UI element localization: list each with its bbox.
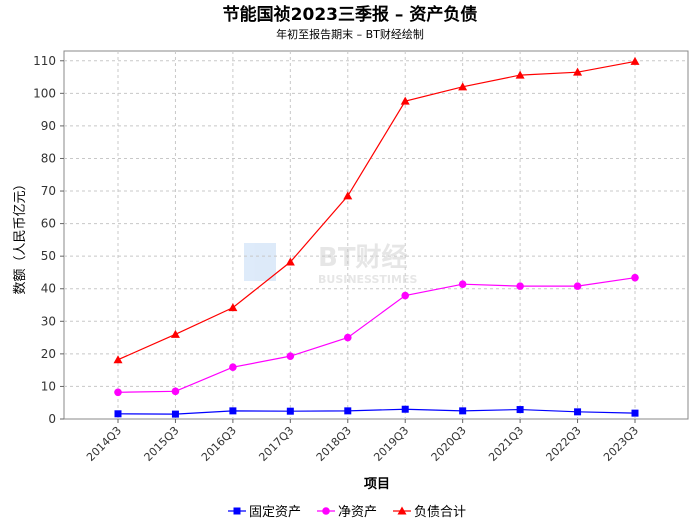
data-point	[171, 387, 180, 396]
y-tick-label: 70	[41, 184, 56, 198]
plot-area	[63, 50, 689, 420]
y-tick-label: 90	[41, 119, 56, 133]
x-tick-label: 2019Q3	[371, 424, 411, 464]
y-axis-label: 数额（人民币亿元）	[13, 177, 28, 294]
data-point	[343, 333, 352, 342]
data-point	[114, 410, 122, 418]
y-tick-label: 110	[33, 54, 56, 68]
watermark-logo-mark	[244, 243, 276, 281]
data-point	[631, 409, 639, 417]
x-tick-label: 2017Q3	[256, 424, 296, 464]
y-axis: 0 10 20 30 40 50 60 70 80 90 100 110	[33, 54, 64, 426]
y-tick-label: 20	[41, 347, 56, 361]
x-tick-label: 2014Q3	[84, 424, 124, 464]
data-point	[458, 280, 467, 288]
watermark-logo-sub: BUSINESSTIMES	[318, 273, 417, 286]
data-point	[459, 407, 467, 415]
data-point	[573, 67, 583, 76]
chart-subtitle: 年初至报告期末 – BT财经绘制	[276, 27, 424, 41]
data-point	[113, 355, 123, 364]
data-point	[516, 282, 524, 290]
legend: 固定资产 净资产 负债合计	[228, 505, 466, 520]
legend-label: 净资产	[338, 505, 377, 520]
data-point	[458, 82, 468, 91]
series-line	[117, 408, 636, 415]
y-tick-label: 80	[41, 151, 56, 165]
data-point	[229, 407, 237, 415]
legend-label: 固定资产	[249, 505, 301, 520]
data-point	[170, 329, 180, 338]
y-tick-label: 40	[41, 282, 56, 296]
chart-title: 节能国祯2023三季报 – 资产负债	[223, 4, 478, 25]
y-tick-label: 0	[48, 412, 56, 426]
data-point	[573, 282, 582, 290]
y-tick-label: 50	[41, 249, 56, 263]
series-0	[114, 405, 639, 418]
watermark-logo-text: BT财经	[318, 242, 408, 273]
data-point	[171, 410, 179, 418]
data-point	[229, 363, 237, 372]
legend-label: 负债合计	[414, 505, 466, 520]
data-point	[400, 96, 410, 105]
data-point	[228, 303, 238, 312]
legend-marker	[233, 507, 241, 515]
series-2	[113, 56, 640, 364]
grid	[64, 51, 688, 419]
data-point	[631, 273, 639, 282]
data-point	[286, 407, 294, 415]
data-point	[574, 408, 582, 416]
series-layer	[113, 56, 640, 418]
x-tick-label: 2021Q3	[486, 424, 526, 464]
data-point	[344, 407, 352, 415]
x-tick-label: 2015Q3	[142, 424, 182, 464]
x-axis: 2014Q3 2015Q3 2016Q3 2017Q3 2018Q3 2019Q3 2020…	[84, 419, 641, 464]
legend-item: 负债合计	[393, 505, 466, 520]
data-point	[285, 257, 295, 266]
series-1	[114, 273, 639, 397]
data-point	[401, 291, 410, 300]
watermark: BT财经 BUSINESSTIMES	[244, 242, 417, 286]
y-tick-label: 60	[41, 217, 56, 231]
x-tick-label: 2023Q3	[601, 424, 641, 464]
x-tick-label: 2016Q3	[199, 424, 239, 464]
data-point	[630, 56, 640, 65]
data-point	[286, 352, 295, 360]
series-line	[117, 60, 636, 361]
data-point	[401, 405, 409, 413]
series-line	[117, 277, 636, 393]
data-point	[343, 191, 353, 200]
data-point	[515, 70, 525, 79]
data-point	[516, 406, 524, 414]
y-tick-label: 30	[41, 314, 56, 328]
legend-item: 固定资产	[228, 505, 301, 520]
x-axis-label: 项目	[364, 477, 390, 492]
x-tick-label: 2020Q3	[429, 424, 469, 464]
x-tick-label: 2018Q3	[314, 424, 354, 464]
legend-item: 净资产	[317, 505, 377, 520]
y-tick-label: 10	[41, 379, 56, 393]
legend-marker	[397, 506, 407, 515]
y-tick-label: 100	[33, 86, 56, 100]
x-tick-label: 2022Q3	[544, 424, 584, 464]
legend-marker	[322, 507, 330, 515]
data-point	[114, 388, 122, 397]
